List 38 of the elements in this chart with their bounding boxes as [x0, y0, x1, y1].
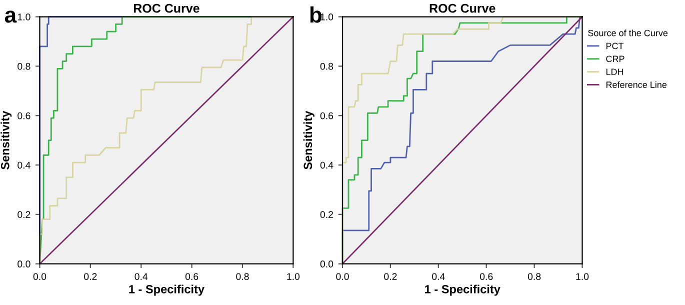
line-series: [342, 16, 583, 265]
x-tick-label: 1.0: [576, 273, 589, 280]
y-tick-label: 0.6: [320, 112, 334, 120]
x-axis-title: 1 - Specificity: [425, 284, 500, 296]
text: b: [310, 6, 322, 23]
x-tick-label: 0.4: [432, 273, 445, 280]
y-tick-label: 0.4: [18, 162, 30, 169]
y-tick-label: 0.6: [18, 112, 30, 120]
legend-label: Reference Line: [606, 81, 667, 88]
chart-title: ROC Curve: [430, 4, 496, 13]
legend-title: Source of the Curve: [588, 30, 668, 36]
text: a: [4, 10, 17, 23]
x-axis-title: 1 - Specificity: [129, 284, 204, 296]
chart-title: ROC Curve: [134, 4, 200, 13]
y-axis-title: Sensitivity: [303, 110, 314, 170]
y-tick-label: 1.0: [320, 14, 334, 20]
y-tick-label: 0.0: [18, 260, 30, 268]
x-tick-label: 0.6: [480, 273, 493, 280]
x-tick-label: 0.0: [33, 273, 46, 280]
y-tick-label: 0.8: [320, 62, 334, 70]
y-axis-title: Sensitivity: [0, 110, 12, 170]
x-tick-label: 0.8: [528, 273, 541, 280]
x-tick-label: 0.0: [336, 273, 349, 280]
x-tick-label: 0.2: [384, 273, 397, 280]
y-tick-label: 0.0: [320, 260, 334, 268]
y-tick-label: 1.0: [18, 14, 30, 20]
y-tick-label: 0.4: [320, 162, 334, 169]
x-tick-label: 0.6: [185, 273, 198, 280]
legend-label: LDH: [606, 68, 624, 75]
x-tick-label: 0.8: [236, 273, 249, 280]
y-tick-label: 0.2: [18, 211, 30, 218]
y-tick-label: 0.8: [18, 62, 30, 70]
y-tick-label: 0.2: [320, 211, 333, 218]
legend-label: CRP: [606, 56, 624, 62]
legend-label: PCT: [606, 42, 624, 50]
x-tick-label: 1.0: [287, 273, 300, 280]
x-tick-label: 0.4: [134, 273, 148, 280]
x-tick-label: 0.2: [84, 273, 97, 280]
